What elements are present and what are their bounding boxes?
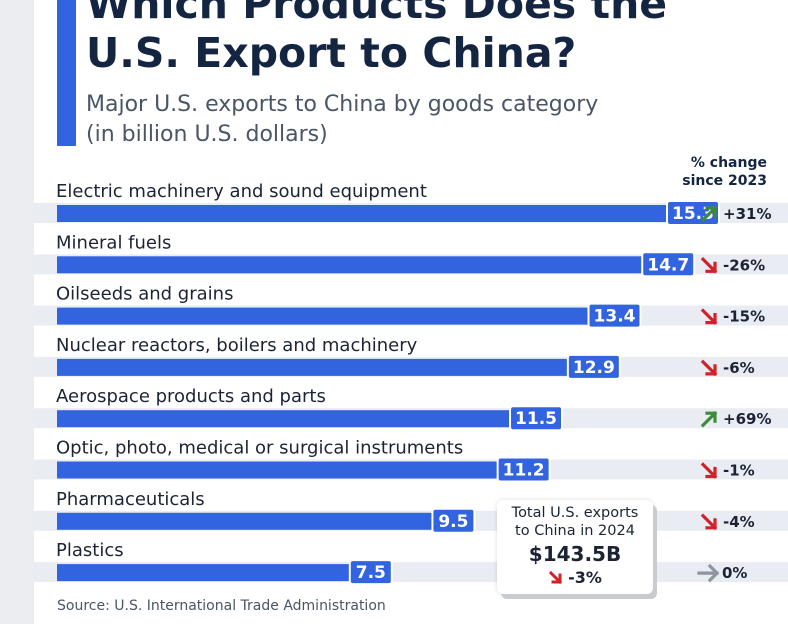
value-label: 11.2 [503,461,545,481]
category-label: Oilseeds and grains [56,284,233,305]
value-badge [587,302,642,329]
change-header-line-2: since 2023 [682,173,767,189]
bar [57,512,450,530]
title-accent-bar [57,0,76,146]
change-label: -15% [723,308,765,326]
value-badge [509,405,564,432]
value-badge [496,456,551,483]
bar [57,256,665,274]
arrow-right-icon [697,563,720,583]
bar [57,205,689,222]
arrow-down-right-icon [700,359,718,377]
category-label: Electric machinery and sound equipment [56,181,427,202]
change-label: +31% [723,205,771,223]
category-label: Nuclear reactors, boilers and machinery [56,335,418,356]
value-label: 7.5 [356,563,386,583]
subtitle-line-1: Major U.S. exports to China by goods cat… [86,92,599,117]
total-exports-callout: Total U.S. exports to China in 2024 $143… [497,500,653,594]
change-label: +69% [723,410,771,428]
change-label: -6% [723,359,755,377]
bar [57,564,367,582]
bar [57,461,520,479]
total-callout-line-1: Total U.S. exports [511,505,639,521]
category-label: Mineral fuels [56,232,171,253]
arrow-up-right-icon [700,205,718,223]
change-label: -1% [723,462,755,480]
change-label: -4% [723,513,755,531]
arrow-down-right-icon [548,570,563,585]
total-callout-line-2: to China in 2024 [515,523,635,539]
value-label: 9.5 [438,512,468,532]
category-label: Aerospace products and parts [56,386,326,407]
total-callout-value: $143.5B [528,542,622,566]
value-label: 14.7 [647,255,689,275]
value-badge [641,251,696,278]
category-label: Pharmaceuticals [56,489,205,510]
category-label: Plastics [56,540,124,561]
arrow-down-right-icon [700,462,718,479]
arrow-down-right-icon [700,308,718,325]
category-label: Optic, photo, medical or surgical instru… [56,438,463,459]
change-column-header: % change since 2023 [647,154,767,190]
arrow-up-right-icon [700,410,718,428]
bar [57,358,590,376]
chart-title: Which Products Does the U.S. Export to C… [86,0,668,77]
value-label: 12.9 [573,358,615,378]
total-callout-change-row: -3% [548,568,602,588]
bar [57,307,611,325]
value-badge [348,559,393,586]
chart-subtitle: Major U.S. exports to China by goods cat… [86,90,686,150]
value-badge [431,507,476,534]
change-header-line-1: % change [690,155,767,171]
subtitle-line-2: (in billion U.S. dollars) [86,122,328,147]
change-label: 0% [722,564,747,582]
value-badge [566,353,621,380]
arrow-down-right-icon [700,257,718,274]
change-label: -26% [723,256,765,274]
total-callout-change: -3% [568,568,602,587]
source-note: Source: U.S. International Trade Adminis… [57,598,386,614]
value-label: 13.4 [594,307,636,327]
arrow-down-right-icon [700,513,718,531]
value-label: 11.5 [515,409,557,429]
bar [57,410,533,428]
